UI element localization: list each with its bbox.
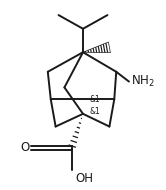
Text: &1: &1 <box>90 107 101 116</box>
Text: OH: OH <box>75 173 93 185</box>
Text: O: O <box>20 141 29 154</box>
Text: &1: &1 <box>90 95 101 104</box>
Text: NH$_2$: NH$_2$ <box>131 74 155 89</box>
